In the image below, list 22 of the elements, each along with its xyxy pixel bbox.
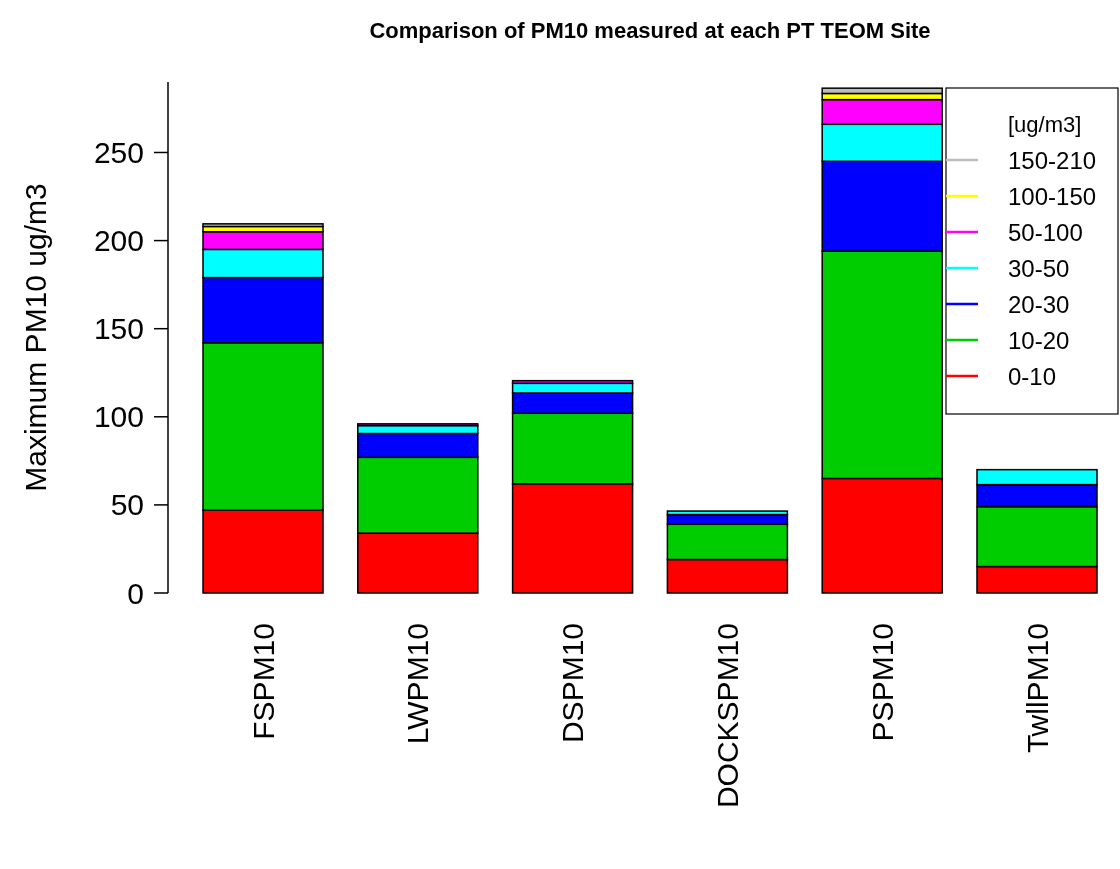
x-tick-label: PSPM10 bbox=[865, 623, 899, 742]
chart-title: Comparison of PM10 measured at each PT TEOM Site bbox=[369, 18, 931, 43]
x-tick-label: TwllPM10 bbox=[1020, 623, 1054, 754]
x-tick-label: FSPM10 bbox=[246, 623, 280, 740]
y-tick-label: 200 bbox=[93, 224, 144, 258]
legend-label: 20-30 bbox=[1008, 291, 1070, 318]
y-tick-label: 50 bbox=[110, 488, 144, 522]
legend-title: [ug/m3] bbox=[1008, 112, 1082, 137]
legend-label: 30-50 bbox=[1008, 255, 1070, 282]
y-tick-label: 100 bbox=[93, 400, 144, 434]
x-tick-label: LWPM10 bbox=[401, 623, 435, 745]
legend-label: 10-20 bbox=[1008, 327, 1070, 354]
x-tick-label: DSPM10 bbox=[556, 623, 590, 744]
y-tick-label: 0 bbox=[127, 576, 144, 610]
y-tick-label: 250 bbox=[93, 135, 144, 169]
legend-label: 50-100 bbox=[1008, 219, 1083, 246]
y-tick-label: 150 bbox=[93, 312, 144, 346]
legend-label: 0-10 bbox=[1008, 363, 1057, 390]
y-axis-title: Maximum PM10 ug/m3 bbox=[19, 183, 52, 492]
legend-label: 100-150 bbox=[1008, 183, 1097, 210]
x-tick-label: DOCKSPM10 bbox=[710, 623, 744, 809]
legend-label: 150-210 bbox=[1008, 147, 1097, 174]
